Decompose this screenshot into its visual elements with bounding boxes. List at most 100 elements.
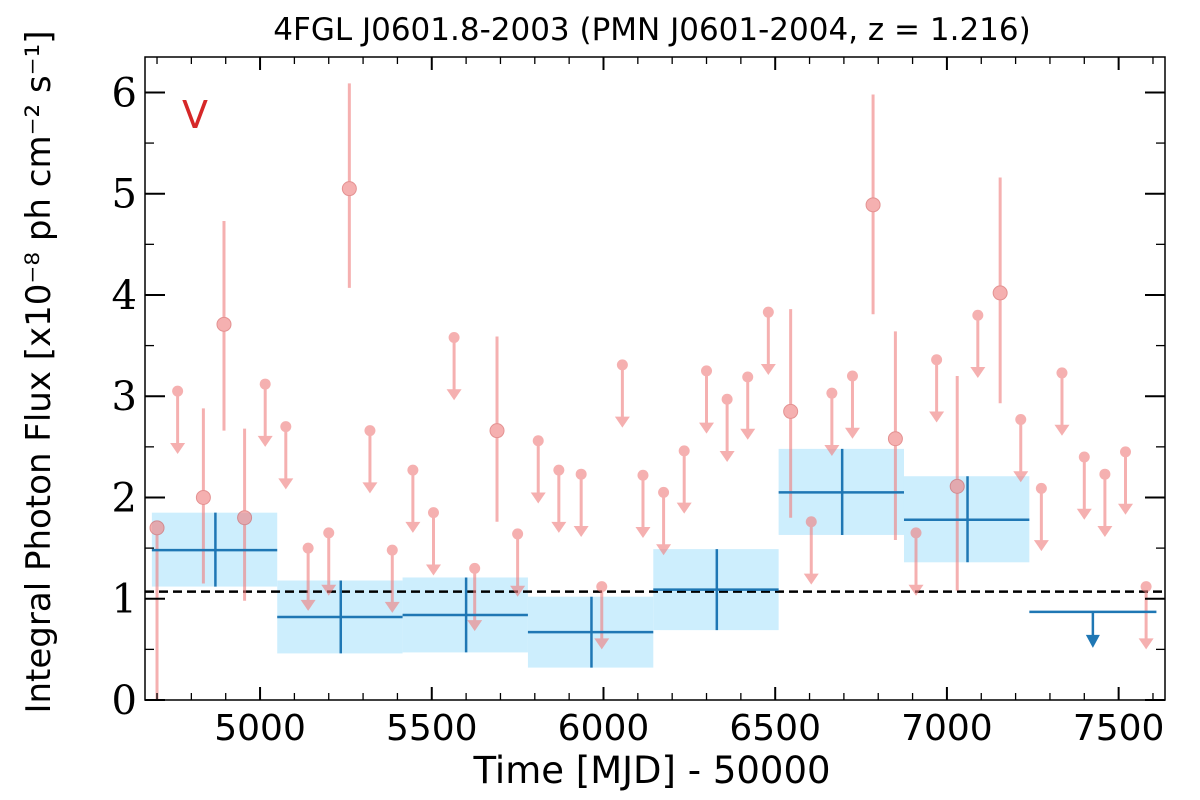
upper-limit-cap <box>1056 367 1068 379</box>
data-point <box>149 520 165 700</box>
data-point <box>341 83 357 288</box>
upper-limit <box>446 331 462 401</box>
upper-limit-arrowhead <box>824 444 840 456</box>
data-marker <box>195 489 211 505</box>
upper-limit <box>740 371 756 440</box>
x-tick-label: 7500 <box>1073 708 1165 749</box>
x-tick-label: 6000 <box>558 708 650 749</box>
upper-limit <box>803 516 819 585</box>
upper-limit <box>719 393 735 463</box>
upper-limit <box>844 370 860 439</box>
y-tick-label: 1 <box>112 577 137 623</box>
upper-limit-arrowhead <box>1097 525 1113 537</box>
x-tick-label: 7000 <box>901 708 993 749</box>
upper-limit-arrowhead <box>278 478 294 490</box>
upper-limit-cap <box>762 306 774 318</box>
upper-limit-arrowhead <box>594 638 610 650</box>
data-marker <box>783 403 799 419</box>
upper-limit-cap <box>386 544 398 556</box>
upper-limit <box>405 464 421 533</box>
upper-limit <box>635 469 651 538</box>
upper-limit-cap <box>323 527 335 539</box>
upper-limit-arrowhead <box>908 584 924 596</box>
long-bin-points <box>151 448 1157 668</box>
upper-limit-arrowhead <box>1076 508 1092 520</box>
data-point <box>216 221 232 431</box>
data-point <box>949 375 965 591</box>
upper-limit <box>573 468 589 537</box>
upper-limit-cap <box>259 378 271 390</box>
upper-limit <box>1118 446 1134 515</box>
upper-limit-cap <box>532 435 544 447</box>
data-point <box>237 428 253 601</box>
data-point <box>783 309 799 518</box>
y-tick-label: 5 <box>112 172 137 218</box>
data-marker <box>865 197 881 213</box>
upper-limit-cap <box>427 507 439 519</box>
upper-limit <box>824 387 840 456</box>
axes <box>144 56 1166 701</box>
upper-limit-arrowhead <box>300 599 316 611</box>
upper-limit-cap <box>826 387 838 399</box>
upper-limit <box>170 385 186 454</box>
upper-limit-cap <box>637 469 649 481</box>
upper-limit <box>970 309 986 378</box>
upper-limit <box>1054 367 1070 436</box>
upper-limit-cap <box>721 393 733 405</box>
upper-limit-cap <box>1120 446 1132 458</box>
upper-limit-arrowhead <box>1118 503 1134 515</box>
upper-limit-arrowhead <box>803 573 819 585</box>
data-marker <box>949 478 965 494</box>
upper-limit-arrowhead <box>656 544 672 556</box>
upper-limit <box>760 306 776 375</box>
upper-limit <box>510 528 526 597</box>
data-point <box>887 331 903 541</box>
upper-limit <box>656 486 672 556</box>
plot-frame <box>144 56 1166 701</box>
upper-limit-cap <box>364 425 376 437</box>
upper-limit-arrowhead <box>970 366 986 378</box>
upper-limit-arrowhead <box>551 521 567 533</box>
upper-limit-cap <box>805 516 817 528</box>
upper-limit-cap <box>575 468 587 480</box>
upper-limit <box>278 421 294 490</box>
upper-limit <box>321 527 337 596</box>
upper-limit-arrowhead <box>719 451 735 463</box>
upper-limit-cap <box>1035 482 1047 494</box>
upper-limit-arrowhead <box>929 411 945 423</box>
upper-limit-cap <box>553 464 565 476</box>
upper-limit <box>1138 581 1154 650</box>
chart-title: 4FGL J0601.8-2003 (PMN J0601-2004, z = 1… <box>273 12 1030 48</box>
upper-limit-cap <box>658 486 670 498</box>
upper-limit-arrowhead <box>1033 540 1049 552</box>
upper-limit <box>699 365 715 434</box>
data-marker <box>887 431 903 447</box>
data-point <box>992 177 1008 404</box>
data-marker <box>341 181 357 197</box>
upper-limit-cap <box>1015 414 1027 426</box>
upper-limit-arrowhead <box>257 435 273 447</box>
upper-limit-arrowhead <box>530 492 546 504</box>
data-marker <box>489 423 505 439</box>
upper-limit <box>530 435 546 504</box>
upper-limit-arrowhead <box>1013 471 1029 483</box>
data-marker <box>992 285 1008 301</box>
upper-limit <box>1013 414 1029 483</box>
upper-limit-cap <box>1140 581 1152 593</box>
upper-limit-arrowhead <box>405 521 421 533</box>
data-marker <box>216 316 232 332</box>
upper-limit-arrowhead <box>384 601 400 613</box>
upper-limit-cap <box>407 464 419 476</box>
upper-limit-arrowhead <box>362 482 378 494</box>
upper-limit-cap <box>1078 451 1090 463</box>
upper-limit-arrowhead <box>573 525 589 537</box>
upper-limit <box>676 445 692 514</box>
short-bin-points <box>149 83 1154 700</box>
upper-limit-arrowhead <box>635 526 651 538</box>
upper-limit-cap <box>448 331 460 343</box>
upper-limit-arrowhead <box>1138 638 1154 650</box>
upper-limit-cap <box>302 542 314 554</box>
upper-limit-cap <box>701 365 713 377</box>
